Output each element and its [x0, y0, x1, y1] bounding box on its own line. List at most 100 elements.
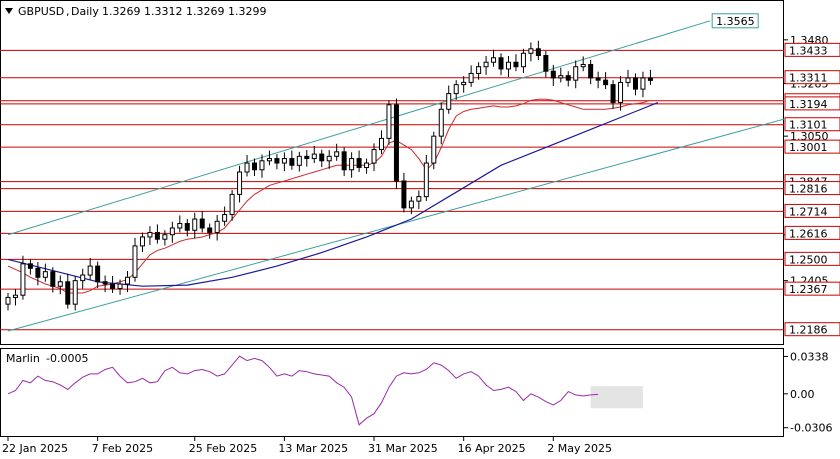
candle-body — [416, 196, 422, 202]
candle-body — [528, 48, 534, 54]
candle — [5, 292, 11, 311]
candle — [528, 42, 534, 62]
candle-body — [364, 162, 370, 169]
candle — [87, 258, 93, 280]
candle-body — [252, 162, 258, 171]
candle — [214, 215, 220, 241]
candle-body — [505, 61, 511, 70]
candle — [334, 143, 340, 161]
candle — [65, 273, 71, 309]
indicator-title: Marlin -0.0005 — [6, 352, 88, 365]
candle — [281, 152, 287, 172]
candle-body — [326, 155, 332, 162]
candle-body — [12, 294, 18, 298]
candle — [632, 73, 638, 96]
candle — [296, 151, 302, 172]
candle-body — [154, 231, 160, 240]
level-label-box — [784, 96, 840, 111]
candle-body — [237, 171, 243, 195]
candle-body — [647, 77, 653, 81]
candle — [423, 154, 429, 202]
candle-body — [610, 84, 616, 104]
candle — [543, 51, 549, 78]
level-label: 1.2816 — [789, 183, 828, 196]
ind-tick-label: 0.0338 — [790, 350, 829, 363]
level-label: 1.3311 — [789, 72, 828, 85]
candle — [610, 80, 616, 109]
ohlc-open: 1.3269 — [102, 5, 141, 18]
candle-body — [162, 234, 168, 240]
candle-body — [80, 274, 86, 282]
candle — [588, 60, 594, 85]
candle-body — [334, 151, 340, 157]
candle-body — [289, 158, 295, 166]
candle — [491, 49, 497, 67]
candle — [401, 172, 407, 213]
candle — [393, 98, 399, 190]
candle-body — [513, 61, 519, 68]
candle-body — [580, 63, 586, 68]
candle-body — [573, 66, 579, 81]
level-label-box — [784, 203, 840, 218]
candle-body — [595, 77, 601, 81]
candle — [565, 71, 571, 87]
candle-body — [65, 281, 71, 305]
candle-body — [199, 218, 205, 229]
candle — [476, 62, 482, 80]
candle-body — [371, 149, 377, 164]
candle-body — [565, 75, 571, 81]
candle — [27, 259, 33, 275]
candle-body — [468, 72, 474, 83]
collapse-triangle-icon[interactable] — [5, 8, 13, 14]
candle-body — [423, 162, 429, 198]
candle — [364, 158, 370, 174]
ind-tick-label: -0.0306 — [790, 422, 832, 435]
candle-body — [87, 265, 93, 276]
candle — [386, 100, 392, 145]
candle — [222, 206, 228, 226]
level-label: 1.2367 — [789, 283, 828, 296]
candle-body — [125, 276, 131, 285]
candle-body — [446, 93, 452, 110]
candle-body — [588, 63, 594, 79]
candle-body — [431, 135, 437, 164]
level-label-box — [784, 117, 840, 132]
candle-body — [453, 84, 459, 95]
candle-body — [259, 160, 265, 171]
level-label-box — [784, 139, 840, 154]
x-tick-label: 13 Mar 2025 — [278, 442, 348, 455]
candle-body — [483, 61, 489, 68]
x-tick-label: 16 Apr 2025 — [458, 442, 526, 455]
candle-body — [349, 158, 355, 171]
candle — [349, 152, 355, 178]
level-label: 1.2616 — [789, 227, 828, 240]
candle — [431, 131, 437, 170]
candle — [379, 130, 384, 155]
candle — [244, 154, 250, 177]
channel-lower-line — [7, 118, 784, 332]
candle-body — [476, 66, 482, 74]
candle — [446, 85, 452, 114]
x-tick-label: 7 Feb 2025 — [92, 442, 153, 455]
channel-label-box — [711, 13, 759, 29]
candle — [229, 189, 235, 221]
candle — [252, 158, 258, 177]
candle — [177, 215, 183, 233]
candle-body — [57, 281, 63, 287]
candle-body — [461, 81, 467, 86]
candle — [147, 226, 153, 246]
x-tick-label: 2 May 2025 — [547, 442, 612, 455]
x-tick-label: 25 Feb 2025 — [189, 442, 257, 455]
candle-body — [640, 77, 646, 90]
candle-body — [491, 57, 497, 63]
candle — [80, 268, 86, 289]
candle — [319, 149, 325, 168]
level-label-box — [784, 181, 840, 196]
level-label: 1.3433 — [789, 44, 828, 57]
candle — [57, 275, 63, 295]
candle — [274, 154, 280, 170]
candle-body — [543, 55, 549, 72]
candle-body — [177, 223, 183, 229]
candle — [192, 212, 198, 239]
